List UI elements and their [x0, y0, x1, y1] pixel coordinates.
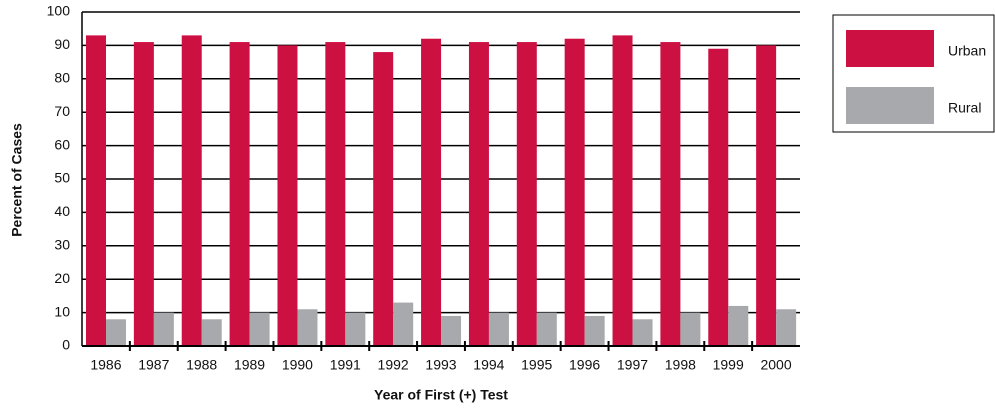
legend-label: Rural: [948, 100, 981, 116]
bar: [612, 35, 633, 346]
bar: [181, 35, 202, 346]
bar: [297, 309, 318, 346]
x-tick-label: 1987: [138, 357, 169, 373]
bar: [468, 42, 489, 347]
x-tick-label: 1988: [186, 357, 217, 373]
bar: [536, 312, 557, 346]
bar: [106, 319, 126, 346]
y-tick-label: 30: [54, 237, 70, 253]
y-tick-label: 90: [54, 36, 70, 52]
legend-swatch: [846, 87, 934, 124]
bar: [133, 42, 154, 347]
x-tick-label: 1995: [521, 357, 552, 373]
bar: [345, 312, 366, 346]
x-tick-label: 1990: [282, 357, 313, 373]
bar: [584, 315, 605, 346]
bar: [564, 38, 585, 346]
bar: [393, 302, 414, 346]
x-tick-label: 1991: [330, 357, 361, 373]
bar: [516, 42, 537, 347]
bar: [776, 309, 797, 346]
x-tick-label: 2000: [760, 357, 791, 373]
x-tick-label: 1996: [569, 357, 600, 373]
bar: [373, 52, 394, 347]
x-tick-label: 1998: [665, 357, 696, 373]
bar: [728, 305, 749, 346]
y-tick-label: 100: [47, 3, 71, 19]
y-tick-label: 0: [62, 337, 70, 353]
legend-swatch: [846, 30, 934, 67]
y-tick-label: 10: [54, 303, 70, 319]
bar: [86, 35, 106, 346]
x-tick-label: 1993: [425, 357, 456, 373]
x-tick-label: 1989: [234, 357, 265, 373]
bar: [421, 38, 442, 346]
bar: [249, 312, 270, 346]
bar: [325, 42, 346, 347]
x-tick-label: 1999: [713, 357, 744, 373]
y-tick-label: 80: [54, 70, 70, 86]
bar: [756, 45, 777, 347]
y-tick-label: 70: [54, 103, 70, 119]
bar: [201, 319, 222, 346]
bar: [632, 319, 653, 346]
bar: [680, 312, 701, 346]
bar: [229, 42, 250, 347]
x-tick-label: 1997: [617, 357, 648, 373]
x-axis-title: Year of First (+) Test: [374, 387, 508, 403]
y-tick-label: 60: [54, 136, 70, 152]
bar: [488, 312, 509, 346]
bar: [708, 48, 729, 347]
x-tick-label: 1994: [473, 357, 504, 373]
y-tick-label: 50: [54, 170, 70, 186]
legend-label: Urban: [948, 43, 986, 59]
y-tick-label: 40: [54, 203, 70, 219]
y-tick-label: 20: [54, 270, 70, 286]
bar: [153, 312, 174, 346]
bar: [660, 42, 681, 347]
bar: [441, 315, 462, 346]
x-tick-label: 1986: [90, 357, 121, 373]
y-axis-title: Percent of Cases: [9, 123, 25, 237]
bar: [277, 45, 298, 347]
x-tick-label: 1992: [378, 357, 409, 373]
